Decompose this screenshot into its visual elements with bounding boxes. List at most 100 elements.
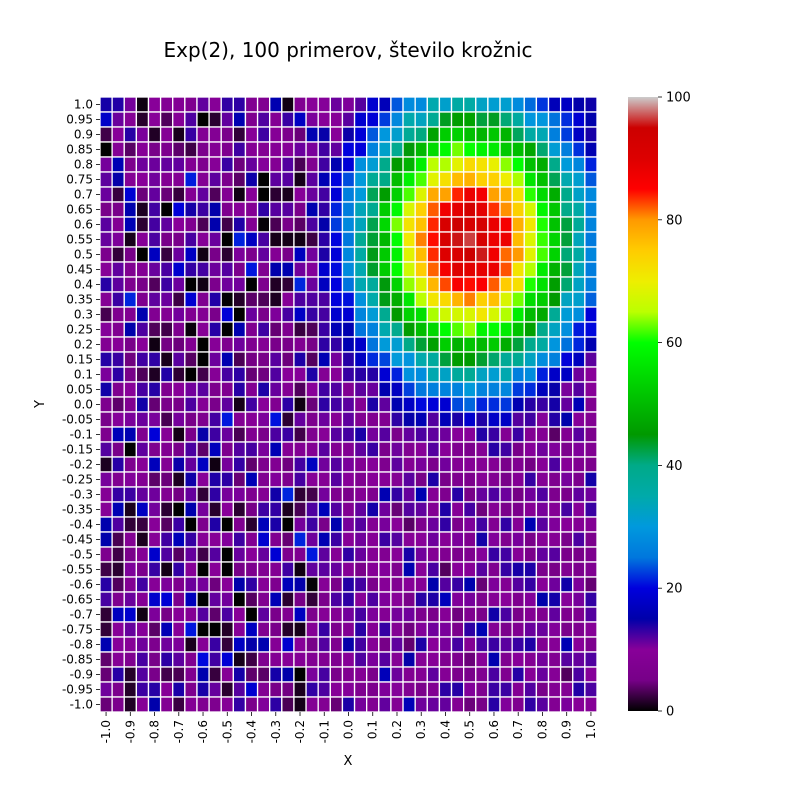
- heatmap-cell: [523, 306, 538, 323]
- heatmap-cell: [499, 486, 513, 503]
- y-axis-label: Y: [33, 400, 48, 409]
- heatmap-cell: [232, 441, 247, 458]
- heatmap-cell: [317, 321, 331, 338]
- heatmap-cell: [499, 321, 513, 338]
- heatmap-cell: [572, 351, 586, 368]
- heatmap-cell: [341, 651, 356, 668]
- heatmap-cell: [208, 201, 222, 218]
- heatmap-cell: [208, 621, 222, 638]
- heatmap-cell: [147, 651, 162, 668]
- heatmap-cell: [487, 471, 501, 488]
- heatmap-cell: [111, 426, 125, 443]
- heatmap-cell: [572, 231, 586, 248]
- heatmap-cell: [256, 426, 271, 443]
- heatmap-cell: [184, 411, 198, 428]
- heatmap-cell: [159, 606, 174, 623]
- heatmap-cell: [378, 456, 392, 473]
- heatmap-cell: [547, 606, 562, 623]
- heatmap-cell: [99, 681, 113, 698]
- heatmap-cell: [135, 201, 150, 218]
- heatmap-cell: [402, 186, 416, 203]
- heatmap-cell: [572, 381, 586, 398]
- x-tick-label: 0.1: [366, 720, 380, 739]
- heatmap-cell: [547, 201, 562, 218]
- heatmap-cell: [305, 276, 319, 293]
- heatmap-cell: [366, 576, 380, 593]
- heatmap-cell: [353, 516, 368, 533]
- heatmap-cell: [123, 96, 138, 113]
- heatmap-cell: [547, 276, 562, 293]
- heatmap-cell: [184, 486, 198, 503]
- heatmap-cell: [256, 681, 271, 698]
- heatmap-cell: [123, 651, 138, 668]
- heatmap-cell: [559, 681, 574, 698]
- heatmap-cell: [135, 501, 150, 518]
- heatmap-cell: [220, 561, 234, 578]
- heatmap-cell: [293, 396, 307, 413]
- heatmap-cell: [269, 231, 283, 248]
- heatmap-cell: [256, 576, 271, 593]
- heatmap-cell: [305, 606, 319, 623]
- heatmap-cell: [196, 531, 210, 548]
- heatmap-cell: [475, 306, 489, 323]
- heatmap-cell: [475, 471, 489, 488]
- heatmap-cell: [172, 456, 186, 473]
- heatmap-cell: [232, 531, 247, 548]
- y-tick-label: 0.25: [66, 323, 93, 337]
- heatmap-cell: [232, 561, 247, 578]
- heatmap-cell: [535, 696, 550, 713]
- heatmap-cell: [184, 201, 198, 218]
- heatmap-cell: [305, 681, 319, 698]
- heatmap-cell: [584, 351, 598, 368]
- heatmap-cell: [244, 246, 259, 263]
- heatmap-cell: [402, 606, 416, 623]
- heatmap-cell: [402, 201, 416, 218]
- heatmap-cell: [390, 141, 404, 158]
- heatmap-cell: [123, 696, 138, 713]
- heatmap-cell: [523, 516, 538, 533]
- y-tick-label: 0.8: [74, 158, 93, 172]
- heatmap-cell: [572, 651, 586, 668]
- heatmap-cell: [426, 396, 441, 413]
- heatmap-cell: [390, 591, 404, 608]
- heatmap-cell: [317, 426, 331, 443]
- heatmap-cell: [559, 336, 574, 353]
- heatmap-cell: [438, 126, 453, 143]
- heatmap-cell: [172, 366, 186, 383]
- heatmap-cell: [511, 606, 525, 623]
- heatmap-cell: [414, 231, 428, 248]
- heatmap-cell: [438, 666, 453, 683]
- heatmap-cell: [305, 246, 319, 263]
- heatmap-cell: [341, 141, 356, 158]
- y-tick-label: -0.7: [70, 608, 93, 622]
- heatmap-cell: [111, 246, 125, 263]
- heatmap-cell: [244, 261, 259, 278]
- heatmap-cell: [305, 96, 319, 113]
- heatmap-cell: [135, 666, 150, 683]
- heatmap-cell: [523, 501, 538, 518]
- heatmap-cell: [244, 321, 259, 338]
- heatmap-cell: [463, 411, 477, 428]
- heatmap-cell: [487, 351, 501, 368]
- heatmap-cell: [159, 366, 174, 383]
- heatmap-cell: [135, 231, 150, 248]
- heatmap-cell: [208, 456, 222, 473]
- heatmap-cell: [390, 186, 404, 203]
- heatmap-cell: [111, 531, 125, 548]
- heatmap-cell: [256, 186, 271, 203]
- heatmap-cell: [135, 591, 150, 608]
- heatmap-cell: [390, 306, 404, 323]
- heatmap-cell: [426, 351, 441, 368]
- heatmap-cell: [293, 546, 307, 563]
- heatmap-cell: [269, 591, 283, 608]
- heatmap-cell: [390, 531, 404, 548]
- heatmap-cell: [402, 291, 416, 308]
- heatmap-cell: [196, 201, 210, 218]
- heatmap-cell: [402, 141, 416, 158]
- heatmap-cell: [487, 291, 501, 308]
- heatmap-cell: [378, 246, 392, 263]
- heatmap-cell: [390, 606, 404, 623]
- heatmap-cell: [244, 96, 259, 113]
- heatmap-cell: [559, 156, 574, 173]
- heatmap-cell: [499, 201, 513, 218]
